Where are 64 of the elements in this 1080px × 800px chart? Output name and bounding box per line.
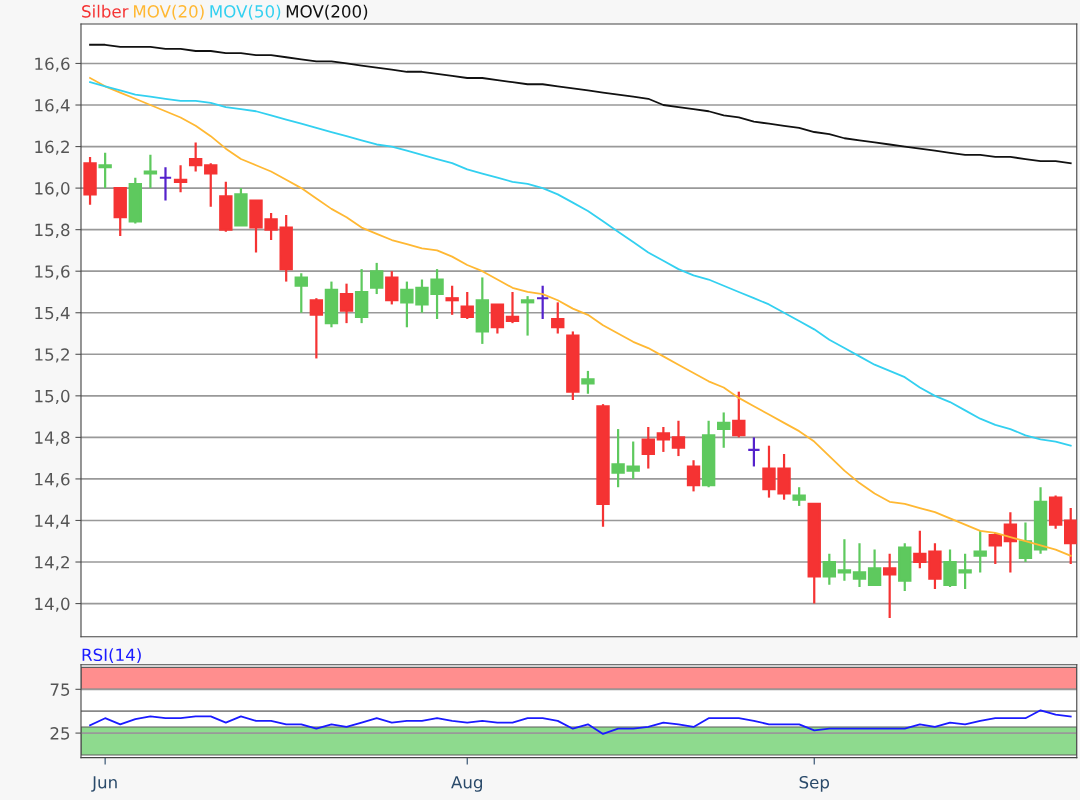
candlestick (460, 290, 474, 321)
candlestick (852, 542, 867, 589)
candlestick (867, 548, 882, 586)
candlestick (792, 486, 806, 508)
y-tick-label: 16,6 (35, 57, 70, 72)
candlestick (641, 425, 655, 470)
y-tick-label: 14,8 (35, 431, 70, 446)
candlestick (98, 151, 112, 190)
y-tick-label: 15,4 (35, 306, 70, 322)
text: MOV(20) (133, 4, 204, 20)
y-tick-label: 15,8 (35, 223, 70, 238)
x-tick-label: Jun (91, 776, 117, 792)
candlestick (822, 552, 837, 586)
candlestick (445, 284, 459, 316)
candlestick (747, 436, 761, 468)
y-tick-label: 14,0 (35, 597, 70, 612)
y-tick-label: 16,2 (35, 140, 69, 155)
candlestick (551, 301, 565, 335)
candlestick (143, 153, 158, 190)
line-series (89, 81, 1072, 447)
candlestick (158, 166, 173, 202)
y-tick-label: 75 (50, 683, 70, 696)
candlestick (370, 261, 384, 296)
y-tick-label: 15,2 (35, 348, 69, 363)
text: MOV(200) (286, 4, 368, 20)
candlestick (490, 303, 505, 335)
candlestick (671, 419, 686, 458)
candlestick (717, 411, 731, 449)
candlestick (294, 272, 308, 314)
candlestick (1064, 506, 1077, 566)
line-series (89, 709, 1072, 735)
y-tick-label: 25 (50, 727, 70, 740)
candlestick (385, 270, 399, 306)
candlestick (732, 390, 746, 439)
candlestick (1018, 521, 1033, 564)
y-tick-label: 14,4 (35, 514, 70, 529)
y-tick-label: 16,4 (35, 98, 70, 114)
candlestick (686, 459, 701, 493)
candlestick (535, 284, 550, 321)
line-series (89, 77, 1072, 557)
line-series (89, 43, 1072, 165)
y-tick-label: 14,6 (35, 472, 70, 488)
candlestick (973, 529, 987, 574)
text: RSI(14) (82, 648, 141, 664)
candlestick (837, 538, 852, 582)
candlestick (581, 369, 595, 395)
candlestick (339, 282, 354, 325)
candlestick (204, 162, 218, 208)
y-tick-label: 15,0 (35, 389, 70, 405)
y-tick-label: 16,0 (35, 182, 70, 197)
candlestick (656, 425, 671, 454)
y-tick-label: 14,2 (35, 555, 69, 571)
y-tick-label: 15,6 (35, 265, 70, 280)
candlestick (188, 141, 203, 173)
candlestick (309, 297, 324, 360)
candlestick (882, 552, 897, 620)
text: Silber (82, 4, 129, 18)
candlestick (173, 164, 188, 194)
text: MOV(50) (210, 4, 281, 20)
candlestick (520, 295, 535, 337)
candlestick (505, 290, 520, 325)
candlestick (988, 531, 1002, 566)
x-tick-label: Sep (799, 775, 830, 792)
x-tick-label: Aug (451, 776, 482, 792)
